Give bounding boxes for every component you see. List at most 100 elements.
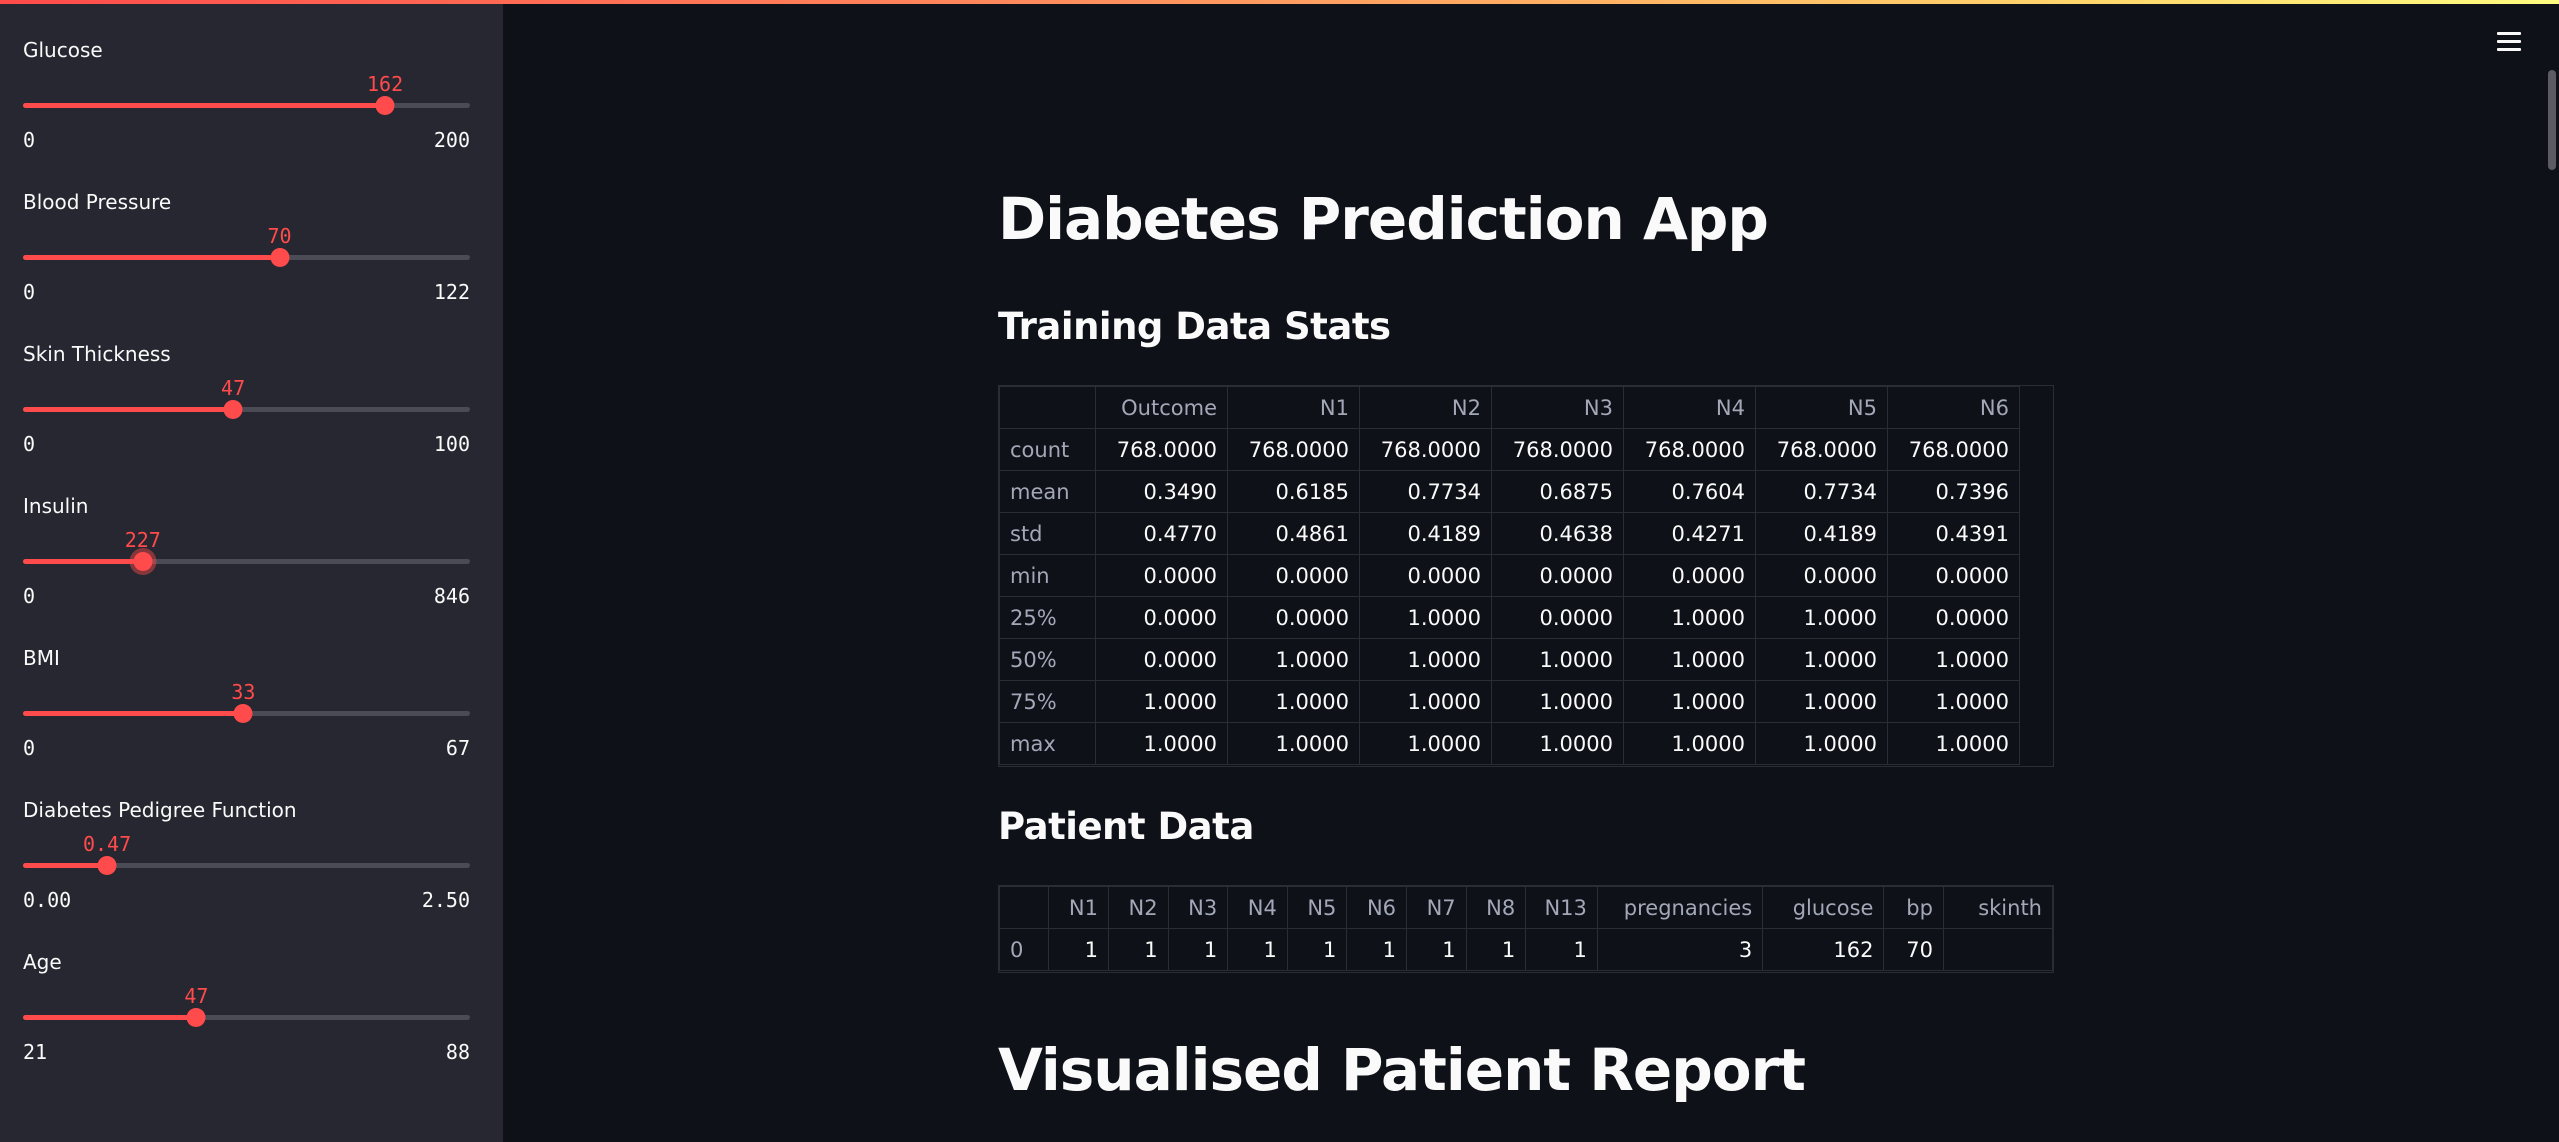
patient-data-table[interactable]: N1 N2 N3 N4 N5 N6 N7 N8 N13 pregnancies glucose bp s… — [998, 885, 2054, 973]
slider-min: 21 — [23, 1040, 48, 1064]
slider-min: 0.00 — [23, 888, 72, 912]
slider-current-value: 70 — [267, 224, 292, 248]
slider-fill — [23, 255, 280, 260]
table-cell: 0.7734 — [1755, 470, 1888, 513]
slider-min: 0 — [23, 280, 36, 304]
table-cell: 1.0000 — [1227, 638, 1360, 681]
table-cell: 1.0000 — [1887, 680, 2020, 723]
top-decoration-bar — [0, 0, 2559, 4]
column-header[interactable]: N13 — [1525, 886, 1598, 929]
table-cell: 1.0000 — [1491, 722, 1624, 765]
slider-thumb[interactable] — [270, 248, 290, 267]
column-header[interactable]: N7 — [1406, 886, 1467, 929]
table-cell: 0.4271 — [1623, 512, 1756, 555]
column-header[interactable]: N3 — [1491, 386, 1624, 429]
slider-track[interactable] — [23, 1015, 470, 1020]
table-cell: 0.0000 — [1095, 554, 1228, 597]
slider-fill — [23, 711, 244, 716]
table-cell: 768.0000 — [1887, 428, 2020, 471]
slider-skin-thickness[interactable]: Skin Thickness 47 0 100 — [23, 342, 470, 472]
slider-thumb[interactable] — [375, 96, 395, 115]
table-cell: 0.0000 — [1491, 554, 1624, 597]
table-cell: 1.0000 — [1755, 596, 1888, 639]
slider-thumb[interactable] — [97, 856, 117, 875]
scrollbar-thumb[interactable] — [2548, 70, 2556, 170]
slider-track[interactable] — [23, 863, 470, 868]
slider-track[interactable] — [23, 103, 470, 108]
row-index: mean — [999, 470, 1096, 513]
slider-fill — [23, 863, 108, 868]
slider-label: Age — [23, 950, 62, 974]
column-header[interactable]: N2 — [1359, 386, 1492, 429]
slider-thumb[interactable] — [233, 704, 253, 723]
slider-age[interactable]: Age 47 21 88 — [23, 950, 470, 1080]
column-header[interactable]: skinth — [1942, 886, 2053, 929]
table-row: min 0.0000 0.0000 0.0000 0.0000 0.0000 0.0000 0… — [999, 554, 2020, 597]
slider-fill — [23, 559, 143, 564]
slider-bmi[interactable]: BMI 33 0 67 — [23, 646, 470, 776]
column-header[interactable]: N8 — [1465, 886, 1527, 929]
column-header[interactable]: N1 — [1227, 386, 1360, 429]
column-header[interactable]: Outcome — [1095, 386, 1228, 429]
row-index: 0 — [999, 928, 1050, 971]
column-header[interactable]: bp — [1883, 886, 1944, 929]
column-header[interactable]: N1 — [1048, 886, 1109, 929]
hamburger-menu-icon[interactable] — [2497, 32, 2521, 52]
table-cell: 768.0000 — [1623, 428, 1756, 471]
table-cell: 1.0000 — [1623, 638, 1756, 681]
table-cell — [1942, 928, 2053, 971]
slider-track[interactable] — [23, 255, 470, 260]
column-header[interactable]: N6 — [1346, 886, 1408, 929]
slider-min: 0 — [23, 128, 36, 152]
slider-insulin[interactable]: Insulin 227 0 846 — [23, 494, 470, 624]
table-cell: 70 — [1883, 928, 1944, 971]
table-cell: 1.0000 — [1359, 596, 1492, 639]
table-cell: 1.0000 — [1755, 680, 1888, 723]
table-cell: 0.3490 — [1095, 470, 1228, 513]
column-header[interactable] — [999, 886, 1050, 929]
slider-current-value: 47 — [221, 376, 246, 400]
table-cell: 0.0000 — [1359, 554, 1492, 597]
table-cell: 1.0000 — [1623, 680, 1756, 723]
table-cell: 0.7396 — [1887, 470, 2020, 513]
column-header[interactable]: pregnancies — [1596, 886, 1764, 929]
slider-track[interactable] — [23, 559, 470, 564]
column-header[interactable]: N5 — [1755, 386, 1888, 429]
table-cell: 1.0000 — [1491, 638, 1624, 681]
slider-glucose[interactable]: Glucose 162 0 200 — [23, 38, 470, 168]
table-cell: 1.0000 — [1623, 596, 1756, 639]
slider-thumb[interactable] — [133, 552, 153, 571]
table-cell: 768.0000 — [1491, 428, 1624, 471]
column-header[interactable]: glucose — [1762, 886, 1885, 929]
row-index: 75% — [999, 680, 1096, 723]
table-cell: 0.6875 — [1491, 470, 1624, 513]
slider-label: Diabetes Pedigree Function — [23, 798, 297, 822]
slider-thumb[interactable] — [223, 400, 243, 419]
training-stats-table[interactable]: Outcome N1 N2 N3 N4 N5 N6 count 768.0000 768.0000… — [998, 385, 2054, 767]
column-header[interactable]: N5 — [1286, 886, 1348, 929]
slider-thumb[interactable] — [186, 1008, 206, 1027]
slider-max: 2.50 — [421, 888, 470, 912]
table-cell: 1 — [1286, 928, 1348, 971]
patient-data-heading: Patient Data — [998, 805, 1254, 848]
sidebar: Glucose 162 0 200 Blood Pressure 70 0 122 Skin T… — [0, 0, 503, 1142]
column-header[interactable]: N4 — [1227, 886, 1288, 929]
table-cell: 768.0000 — [1095, 428, 1228, 471]
column-header[interactable]: N2 — [1107, 886, 1169, 929]
slider-pedigree[interactable]: Diabetes Pedigree Function 0.47 0.00 2.50 — [23, 798, 470, 928]
column-header[interactable]: N3 — [1167, 886, 1229, 929]
table-row: mean 0.3490 0.6185 0.7734 0.6875 0.7604 0.7734… — [999, 470, 2020, 513]
slider-track[interactable] — [23, 407, 470, 412]
table-cell: 0.6185 — [1227, 470, 1360, 513]
table-cell: 1.0000 — [1623, 722, 1756, 765]
table-cell: 1.0000 — [1359, 638, 1492, 681]
slider-max: 122 — [433, 280, 470, 304]
slider-fill — [23, 1015, 197, 1020]
slider-current-value: 162 — [367, 72, 404, 96]
slider-blood-pressure[interactable]: Blood Pressure 70 0 122 — [23, 190, 470, 320]
column-header[interactable]: N4 — [1623, 386, 1756, 429]
table-cell: 0.4861 — [1227, 512, 1360, 555]
table-cell: 0.0000 — [1887, 596, 2020, 639]
column-header[interactable] — [999, 386, 1096, 429]
column-header[interactable]: N6 — [1887, 386, 2020, 429]
